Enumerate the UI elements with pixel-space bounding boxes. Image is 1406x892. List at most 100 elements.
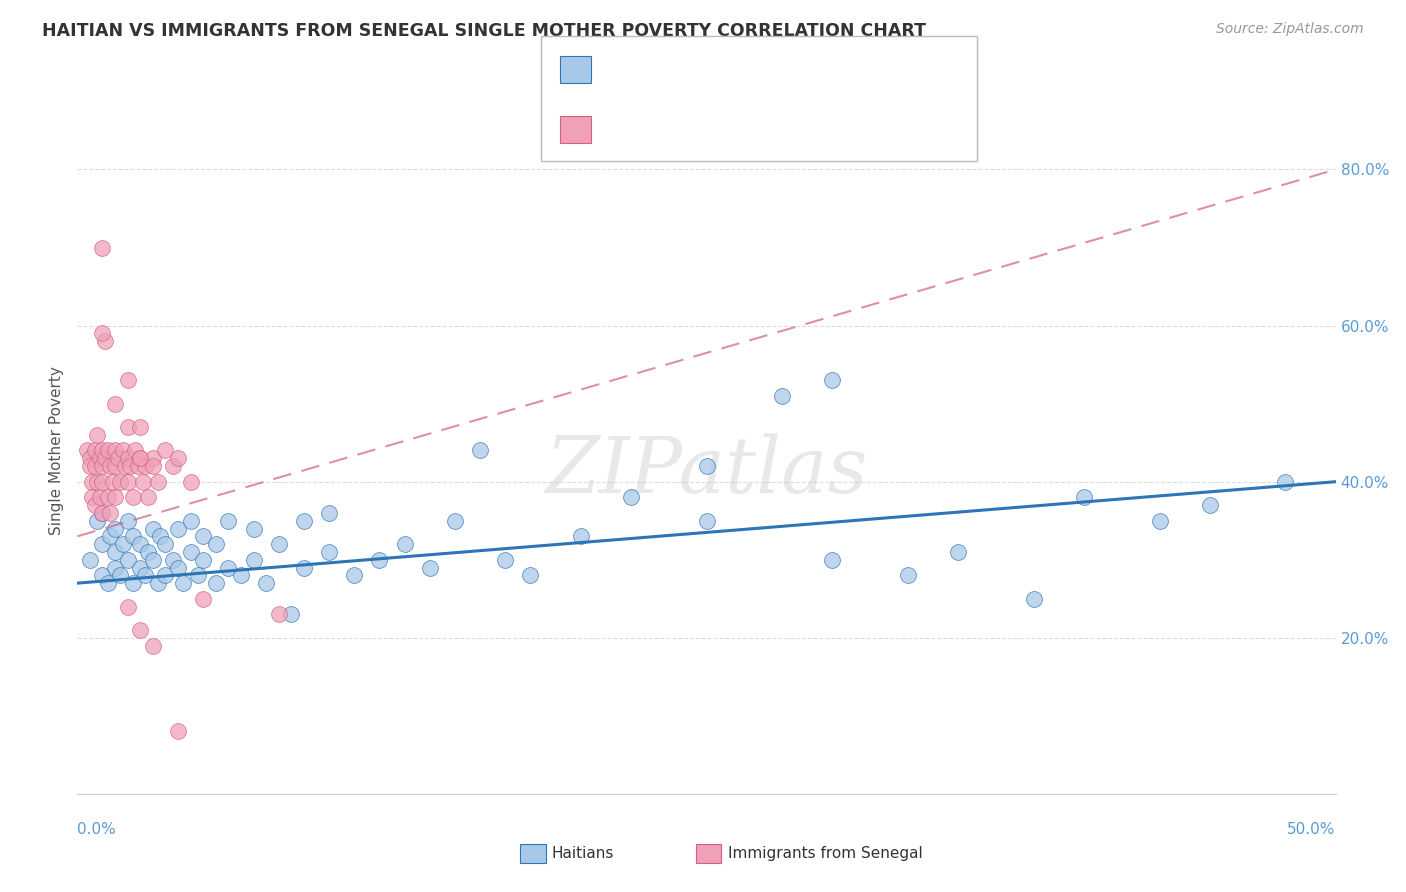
Point: [468, 443, 491, 458]
Point: [187, 568, 209, 582]
Point: [172, 576, 194, 591]
Point: [136, 545, 159, 559]
Point: [129, 451, 152, 466]
Point: [104, 490, 127, 504]
Point: [111, 443, 134, 458]
Point: [217, 514, 239, 528]
Point: [134, 568, 156, 582]
Point: [76, 443, 98, 458]
Point: [180, 514, 202, 528]
Point: [121, 529, 143, 543]
Point: [217, 560, 239, 574]
Point: [167, 560, 190, 574]
Point: [254, 576, 277, 591]
Point: [242, 521, 264, 535]
Point: [129, 537, 152, 551]
Point: [89, 490, 111, 504]
Point: [98, 529, 121, 543]
Point: [117, 451, 139, 466]
Point: [136, 490, 159, 504]
Text: Immigrants from Senegal: Immigrants from Senegal: [728, 847, 924, 861]
Point: [134, 458, 156, 473]
Point: [91, 475, 114, 489]
Point: [229, 568, 252, 582]
Point: [104, 560, 127, 574]
Point: [117, 599, 139, 614]
Text: N = 68: N = 68: [794, 61, 852, 78]
Point: [142, 639, 165, 653]
Point: [86, 514, 108, 528]
Point: [89, 451, 111, 466]
Point: [129, 451, 152, 466]
Point: [104, 458, 127, 473]
Point: [96, 576, 118, 591]
Text: HAITIAN VS IMMIGRANTS FROM SENEGAL SINGLE MOTHER POVERTY CORRELATION CHART: HAITIAN VS IMMIGRANTS FROM SENEGAL SINGL…: [42, 22, 927, 40]
Point: [82, 475, 104, 489]
Point: [117, 420, 139, 434]
Point: [84, 498, 107, 512]
Point: [419, 560, 441, 574]
Point: [142, 451, 165, 466]
Point: [1149, 514, 1171, 528]
Text: R =  0.060: R = 0.060: [600, 120, 689, 138]
Point: [494, 552, 516, 567]
Point: [79, 458, 101, 473]
Point: [84, 458, 107, 473]
Point: [394, 537, 416, 551]
Point: [696, 458, 718, 473]
Point: [107, 451, 129, 466]
Point: [79, 451, 101, 466]
Point: [127, 458, 149, 473]
Point: [91, 568, 114, 582]
Point: [121, 576, 143, 591]
Point: [167, 521, 190, 535]
Point: [155, 537, 177, 551]
Point: [267, 537, 290, 551]
Point: [91, 326, 114, 341]
Point: [142, 458, 165, 473]
Point: [86, 475, 108, 489]
Point: [96, 443, 118, 458]
Point: [292, 514, 315, 528]
Point: [129, 623, 152, 637]
Point: [696, 514, 718, 528]
Point: [94, 451, 117, 466]
Point: [146, 576, 169, 591]
Point: [519, 568, 541, 582]
Point: [149, 529, 172, 543]
Point: [101, 475, 124, 489]
Point: [180, 545, 202, 559]
Point: [98, 458, 121, 473]
Point: [91, 443, 114, 458]
Point: [121, 490, 143, 504]
Point: [1199, 498, 1222, 512]
Point: [1022, 591, 1045, 606]
Point: [242, 552, 264, 567]
Point: [91, 240, 114, 255]
Point: [191, 529, 215, 543]
Point: [155, 443, 177, 458]
Point: [318, 545, 340, 559]
Point: [569, 529, 592, 543]
Point: [104, 443, 127, 458]
Text: Source: ZipAtlas.com: Source: ZipAtlas.com: [1216, 22, 1364, 37]
Point: [142, 552, 165, 567]
Point: [204, 576, 226, 591]
Point: [948, 545, 970, 559]
Point: [770, 389, 793, 403]
Point: [98, 506, 121, 520]
Point: [167, 451, 190, 466]
Point: [1274, 475, 1296, 489]
Point: [132, 475, 155, 489]
Point: [162, 552, 184, 567]
Point: [108, 475, 131, 489]
Point: [117, 373, 139, 387]
Point: [155, 568, 177, 582]
Point: [191, 591, 215, 606]
Point: [191, 552, 215, 567]
Point: [104, 521, 127, 535]
Point: [91, 458, 114, 473]
Point: [343, 568, 366, 582]
Point: [117, 552, 139, 567]
Point: [204, 537, 226, 551]
